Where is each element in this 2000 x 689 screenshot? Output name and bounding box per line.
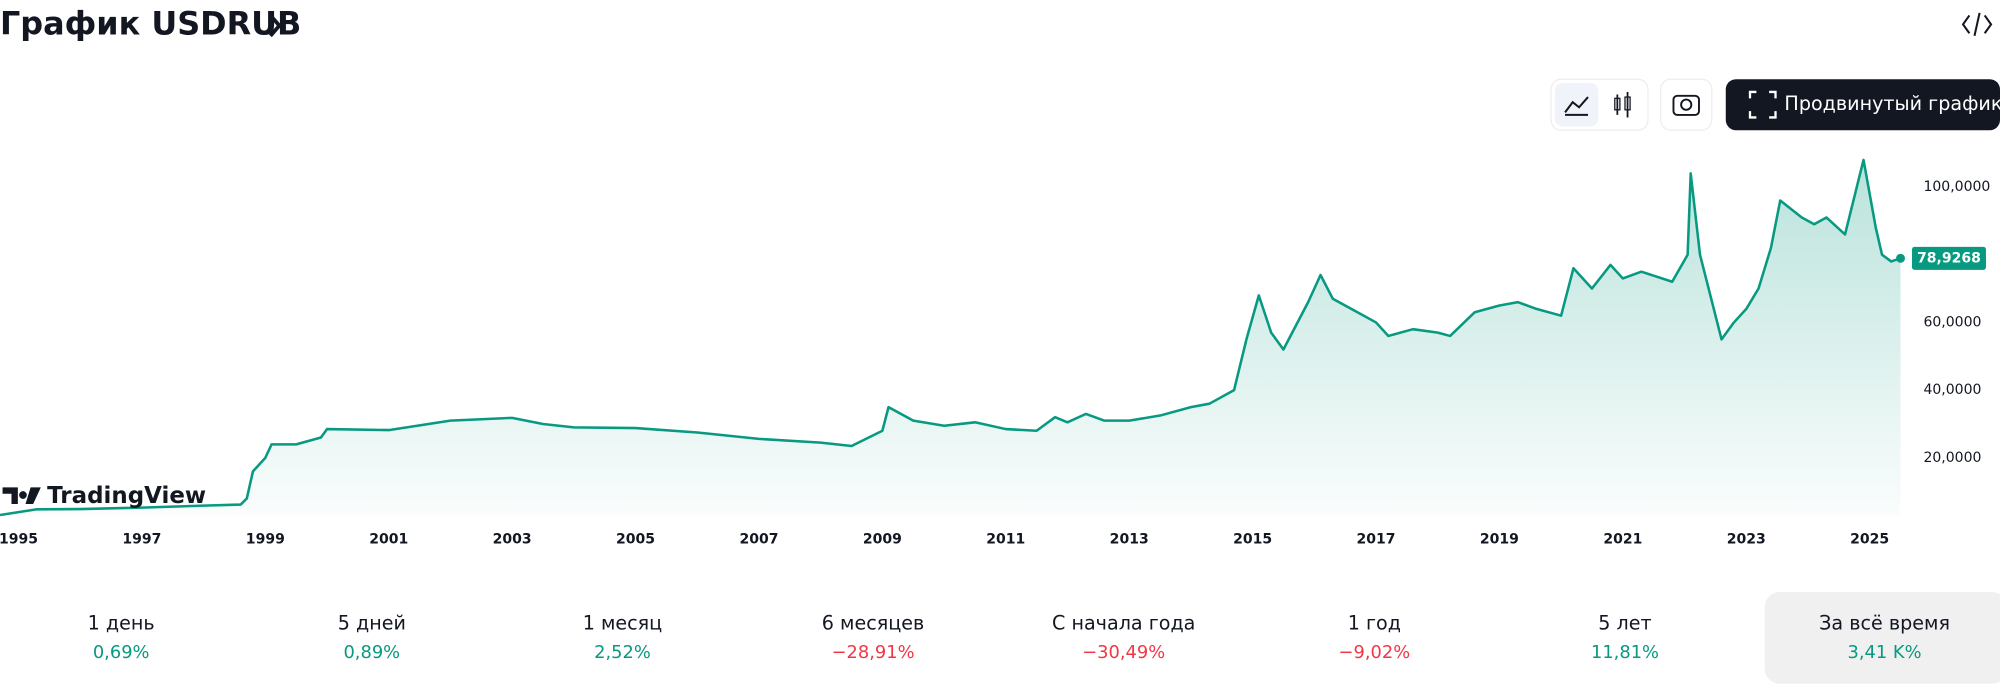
- line-icon: [1564, 96, 1589, 116]
- period-label[interactable]: За всё время: [1819, 611, 1950, 634]
- candle-icon-body: [1624, 96, 1631, 111]
- last-point: [1896, 253, 1905, 263]
- watermark: TradingView: [47, 483, 206, 509]
- y-tick-label: 20,0000: [1923, 450, 1981, 466]
- period-change: −28,91%: [832, 642, 915, 663]
- period-label[interactable]: 1 месяц: [583, 611, 662, 634]
- x-tick-label: 2015: [1233, 532, 1272, 548]
- watermark-logo: [2, 487, 41, 504]
- period-change: 0,69%: [93, 642, 150, 663]
- period-change: 11,81%: [1591, 642, 1659, 663]
- period-change: −9,02%: [1339, 642, 1411, 663]
- period-label[interactable]: 5 лет: [1598, 611, 1651, 634]
- period-change: 0,89%: [343, 642, 400, 663]
- x-tick-label: 1999: [246, 532, 285, 548]
- x-tick-label: 2005: [616, 532, 655, 548]
- period-change: 2,52%: [594, 642, 651, 663]
- x-tick-label: 1995: [0, 532, 38, 548]
- camera-lens: [1680, 98, 1693, 111]
- y-tick-label: 60,0000: [1923, 314, 1981, 330]
- x-tick-label: 2023: [1727, 532, 1766, 548]
- period-change: 3,41 K%: [1848, 642, 1922, 663]
- screenshot-button[interactable]: [1660, 78, 1713, 131]
- x-tick-label: 1997: [122, 532, 161, 548]
- fullscreen-icon: [1748, 90, 1777, 119]
- period-label[interactable]: 1 год: [1348, 611, 1401, 634]
- x-tick-label: 2019: [1480, 532, 1519, 548]
- page-title[interactable]: График USDRUB: [0, 5, 301, 43]
- y-tick-label: 100,0000: [1923, 179, 1990, 195]
- period-change: −30,49%: [1082, 642, 1165, 663]
- period-label[interactable]: 6 месяцев: [822, 611, 925, 634]
- x-tick-label: 2003: [493, 532, 532, 548]
- advanced-chart-label: Продвинутый график: [1784, 92, 2000, 115]
- x-tick-label: 2013: [1110, 532, 1149, 548]
- x-tick-label: 2017: [1357, 532, 1396, 548]
- x-tick-label: 2009: [863, 532, 902, 548]
- price-tag: [1911, 246, 1986, 270]
- title-chevron[interactable]: [268, 14, 282, 38]
- x-tick-label: 2021: [1603, 532, 1642, 548]
- period-label[interactable]: С начала года: [1052, 611, 1195, 634]
- candle-icon-body: [1614, 97, 1621, 111]
- x-tick-label: 2001: [369, 532, 408, 548]
- x-tick-label: 2007: [739, 532, 778, 548]
- price-line: [0, 158, 1901, 517]
- period-label[interactable]: 5 дней: [338, 611, 406, 634]
- x-tick-label: 2011: [986, 532, 1025, 548]
- price-tag-label: 78,9268: [1917, 250, 1981, 266]
- embed-icon[interactable]: [1961, 12, 1993, 37]
- camera-icon: [1672, 94, 1700, 116]
- area: [0, 159, 1901, 516]
- x-tick-label: 2025: [1850, 532, 1889, 548]
- period-selected-bg: [1764, 591, 2000, 684]
- period-label[interactable]: 1 день: [88, 611, 155, 634]
- y-tick-label: 40,0000: [1923, 382, 1981, 398]
- chart: 20,000040,000060,000080,0000100,00001995…: [0, 158, 1990, 548]
- advanced-chart-button[interactable]: [1725, 79, 2000, 131]
- period-stats: 1 день 0,69% 5 дней 0,89% 1 месяц 2,52% 6 меся…: [88, 591, 2000, 684]
